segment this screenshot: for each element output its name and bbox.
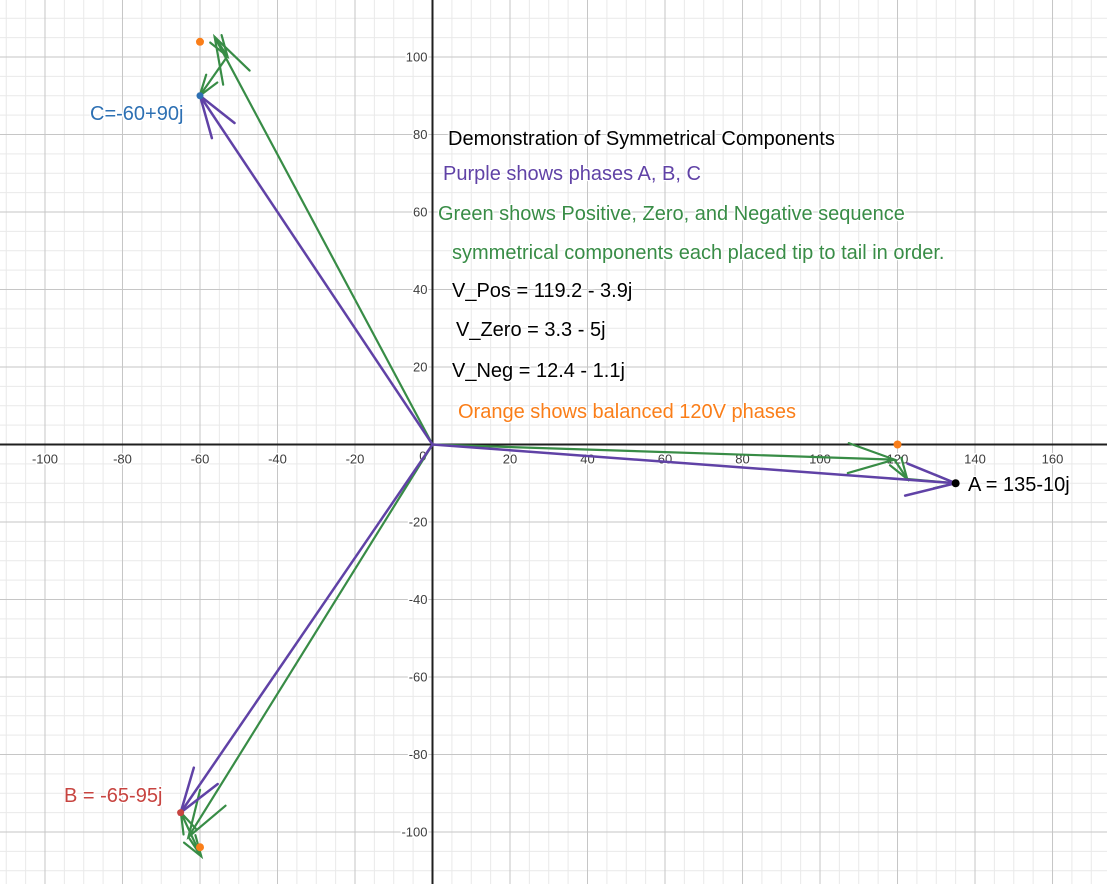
phase-vector-C bbox=[198, 95, 434, 446]
sequence-chain-C-seg2-arrowhead bbox=[209, 33, 230, 60]
x-tick-label: 140 bbox=[964, 451, 986, 466]
balanced-point-3 bbox=[195, 843, 204, 852]
y-tick-label: 80 bbox=[413, 127, 427, 142]
sequence-chain-C-seg2 bbox=[213, 36, 229, 57]
point-B bbox=[177, 809, 185, 817]
y-tick-label: -100 bbox=[401, 824, 427, 839]
y-tick-label: -60 bbox=[409, 669, 428, 684]
sequence-chain-A-seg1 bbox=[432, 443, 895, 461]
sequence-chain-B-seg2-arrowhead bbox=[182, 834, 204, 860]
phase-vector-A bbox=[432, 443, 956, 485]
sequence-chain-C-seg1 bbox=[213, 36, 434, 446]
origin-tick-label: 0 bbox=[419, 448, 426, 463]
phase-vector-B bbox=[179, 443, 434, 814]
sequence-chain-A-seg2 bbox=[893, 459, 909, 480]
x-tick-label: 100 bbox=[809, 451, 831, 466]
y-tick-label: 100 bbox=[406, 50, 428, 65]
x-tick-label: -100 bbox=[32, 451, 58, 466]
x-tick-label: 40 bbox=[580, 451, 594, 466]
y-tick-label: -80 bbox=[409, 747, 428, 762]
x-tick-label: -40 bbox=[268, 451, 287, 466]
x-tick-label: -60 bbox=[191, 451, 210, 466]
y-tick-label: 60 bbox=[413, 205, 427, 220]
x-tick-label: -80 bbox=[113, 451, 132, 466]
x-tick-label: 20 bbox=[503, 451, 517, 466]
point-A bbox=[951, 479, 960, 488]
sequence-chain-B-seg1 bbox=[187, 443, 434, 838]
sequence-chain-C-seg3-arrowhead bbox=[197, 73, 219, 99]
x-tick-label: 60 bbox=[658, 451, 672, 466]
y-tick-label: 20 bbox=[413, 359, 427, 374]
x-tick-label: -20 bbox=[346, 451, 365, 466]
y-tick-label: -20 bbox=[409, 514, 428, 529]
balanced-point-2 bbox=[195, 37, 204, 46]
balanced-point-1 bbox=[893, 440, 902, 449]
point-C bbox=[196, 92, 204, 100]
x-tick-label: 160 bbox=[1042, 451, 1064, 466]
y-tick-label: -40 bbox=[409, 592, 428, 607]
sequence-chain-C-seg3 bbox=[198, 55, 229, 97]
y-tick-label: 40 bbox=[413, 282, 427, 297]
